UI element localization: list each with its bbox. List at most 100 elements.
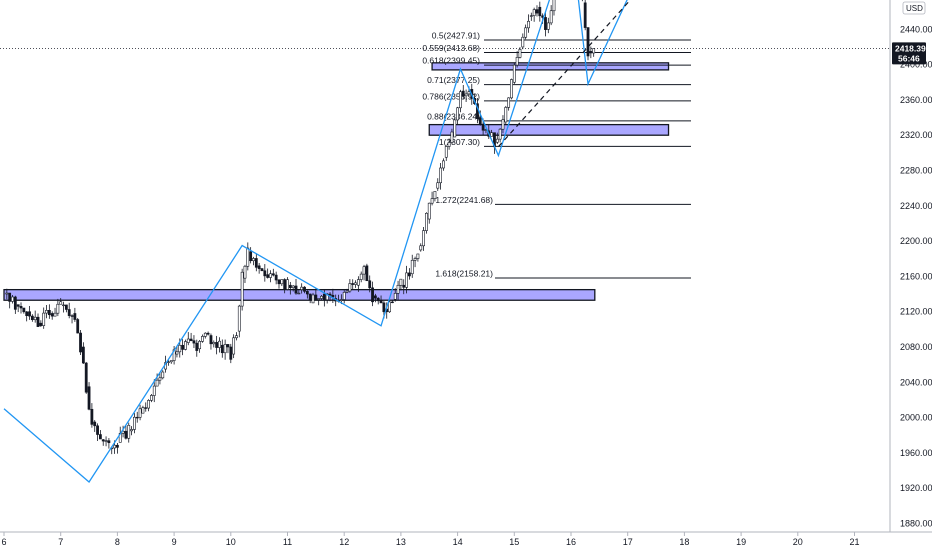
candle-up: [592, 48, 596, 54]
candle-down: [371, 287, 374, 303]
candle-up: [339, 299, 343, 301]
candle-up: [459, 91, 462, 109]
candlestick-series: [5, 0, 596, 455]
price-tick-label: 2280.00: [900, 166, 932, 176]
candle-down: [277, 279, 281, 285]
time-tick-label: 10: [226, 537, 236, 547]
candle-down: [124, 430, 128, 439]
harmonic-pattern-lines: [3, 0, 632, 484]
candle-down: [81, 346, 85, 364]
candle-down: [328, 293, 332, 296]
candle-up: [141, 407, 145, 414]
candle-up: [169, 360, 173, 363]
price-tick-label: 2200.00: [900, 236, 932, 246]
candle-down: [36, 316, 40, 327]
candle-up: [158, 377, 162, 381]
candle-down: [331, 294, 335, 298]
candle-up: [198, 341, 202, 350]
candle-down: [87, 386, 91, 410]
candle-up: [507, 97, 511, 108]
candle-up: [62, 304, 65, 307]
fib-level-label: 0.618(2399.45): [422, 56, 480, 66]
candle-down: [101, 439, 105, 442]
candle-up: [237, 305, 241, 332]
candle-up: [232, 337, 236, 355]
candle-down: [365, 265, 369, 282]
fib-level-label: 1.618(2158.21): [435, 268, 493, 278]
candle-up: [311, 294, 315, 304]
candle-up: [342, 292, 346, 300]
price-tick-label: 2080.00: [900, 342, 932, 352]
candle-up: [212, 342, 216, 345]
candle-up: [501, 119, 505, 130]
candle-up: [113, 444, 116, 449]
candle-down: [376, 297, 380, 302]
candle-down: [379, 300, 383, 304]
candle-up: [184, 341, 187, 350]
candle-up: [297, 292, 301, 295]
candle-down: [67, 309, 71, 316]
candle-up: [130, 429, 133, 432]
candle-down: [586, 27, 590, 57]
candle-up: [410, 259, 414, 275]
price-tick-label: 2000.00: [900, 413, 932, 423]
candle-down: [116, 444, 119, 448]
candle-down: [135, 416, 139, 419]
candle-down: [8, 292, 12, 302]
time-axis[interactable]: 6 7 8 9 10 11 12 13 14 15 16 17 18 19 20 21: [0, 531, 932, 547]
fib-level-label: 0.559(2413.68): [422, 43, 480, 53]
time-tick-label: 21: [849, 537, 859, 547]
candle-up: [356, 279, 360, 286]
pattern-polyline: [3, 0, 628, 484]
fib-level-label: 0.786(2358.92): [422, 91, 480, 101]
candle-down: [283, 279, 287, 290]
price-tick-label: 2240.00: [900, 201, 932, 211]
candle-down: [229, 346, 233, 360]
candle-down: [478, 117, 482, 125]
candle-down: [76, 319, 80, 334]
candle-down: [538, 6, 542, 17]
candle-up: [527, 20, 530, 29]
candle-up: [348, 283, 352, 292]
candle-down: [305, 291, 309, 295]
candle-up: [498, 128, 502, 140]
candle-up: [396, 284, 400, 294]
fib-level-label: 0.71(2377.25): [427, 75, 480, 85]
candle-up: [422, 230, 425, 247]
candle-down: [260, 268, 264, 272]
candle-down: [96, 425, 99, 435]
candle-down: [107, 440, 111, 444]
candle-up: [427, 202, 431, 220]
price-tick-label: 2320.00: [900, 130, 932, 140]
candle-down: [19, 306, 23, 309]
candle-up: [345, 290, 349, 293]
candle-down: [189, 338, 193, 341]
candle-up: [286, 279, 289, 290]
candle-down: [192, 340, 196, 344]
candle-up: [393, 293, 397, 300]
time-tick-label: 15: [509, 537, 519, 547]
time-tick-label: 11: [283, 537, 292, 547]
candle-up: [243, 265, 247, 279]
time-tick-label: 19: [736, 537, 746, 547]
candle-up: [240, 271, 244, 307]
candle-up: [467, 91, 471, 95]
candle-down: [303, 286, 306, 292]
candle-up: [167, 361, 170, 363]
candle-up: [133, 416, 136, 430]
candle-up: [453, 119, 457, 138]
candle-down: [249, 251, 253, 262]
time-tick-label: 7: [58, 537, 63, 547]
candle-down: [220, 344, 224, 354]
candle-down: [30, 315, 34, 321]
candle-up: [521, 36, 525, 48]
candle-up: [456, 107, 460, 121]
price-axis[interactable]: 1880.00 1920.00 1960.00 2000.00 2040.00 2080.…: [889, 0, 932, 532]
candle-down: [70, 315, 74, 317]
candle-up: [425, 212, 428, 231]
candle-up: [203, 332, 207, 337]
candle-up: [504, 107, 508, 123]
current-price-box: [892, 42, 926, 65]
